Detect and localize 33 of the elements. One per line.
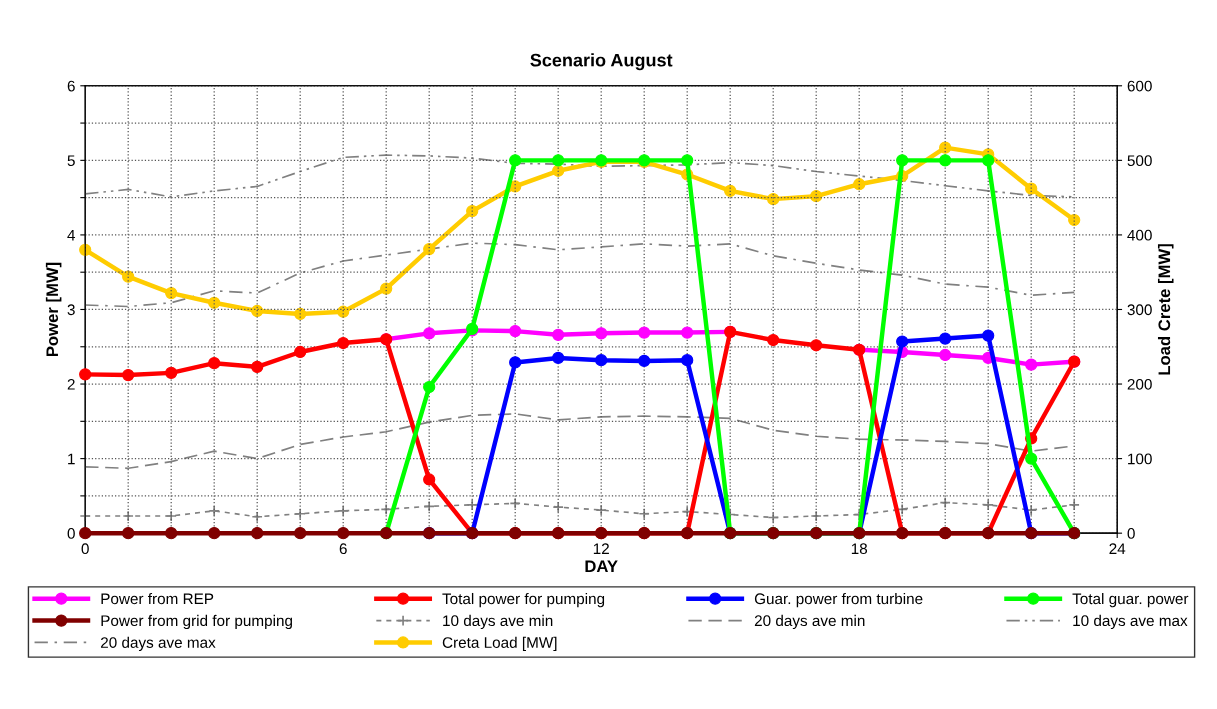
x-axis-title: DAY: [585, 560, 618, 572]
y2-tick-label: 600: [1127, 80, 1152, 92]
y-tick-label: 5: [67, 155, 75, 167]
x-tick-label: 0: [81, 543, 89, 555]
legend-label: Creta Load [MW]: [442, 636, 557, 651]
y2-tick-label: 400: [1127, 229, 1152, 241]
y2-axis-title: Load Crete [MW]: [1157, 244, 1174, 375]
legend-label: Total power for pumping: [442, 592, 605, 608]
y-tick-label: 2: [67, 378, 75, 390]
legend-label: 10 days ave min: [443, 614, 553, 630]
legend-label: 20 days ave max: [101, 636, 216, 651]
legend-label: Power from REP: [101, 592, 214, 605]
x-tick-label: 18: [851, 543, 868, 555]
y2-tick-label: 500: [1127, 155, 1152, 167]
x-tick-label: 24: [1109, 543, 1126, 554]
x-tick-label: 12: [593, 543, 609, 554]
legend-label: 20 days ave min: [754, 614, 865, 630]
y-tick-label: 4: [67, 229, 76, 241]
y-tick-label: 6: [67, 80, 75, 92]
y-tick-label: 1: [68, 453, 75, 465]
chart-title: Scenario August: [530, 53, 673, 71]
legend-label: 10 days ave max: [1073, 614, 1188, 630]
legend-label: Power from grid for pumping: [101, 614, 292, 630]
legend-label: Total guar. power: [1072, 592, 1189, 608]
y2-tick-label: 200: [1127, 378, 1152, 390]
y2-tick-label: 0: [1127, 528, 1135, 539]
x-tick-label: 6: [339, 543, 347, 555]
y-tick-label: 0: [67, 528, 75, 539]
y2-tick-label: 100: [1128, 453, 1152, 465]
y-tick-label: 3: [67, 304, 75, 316]
y-axis-title: Power [MW]: [45, 262, 62, 357]
y2-tick-label: 300: [1127, 304, 1152, 316]
legend-label: Guar. power from turbine: [754, 592, 923, 608]
